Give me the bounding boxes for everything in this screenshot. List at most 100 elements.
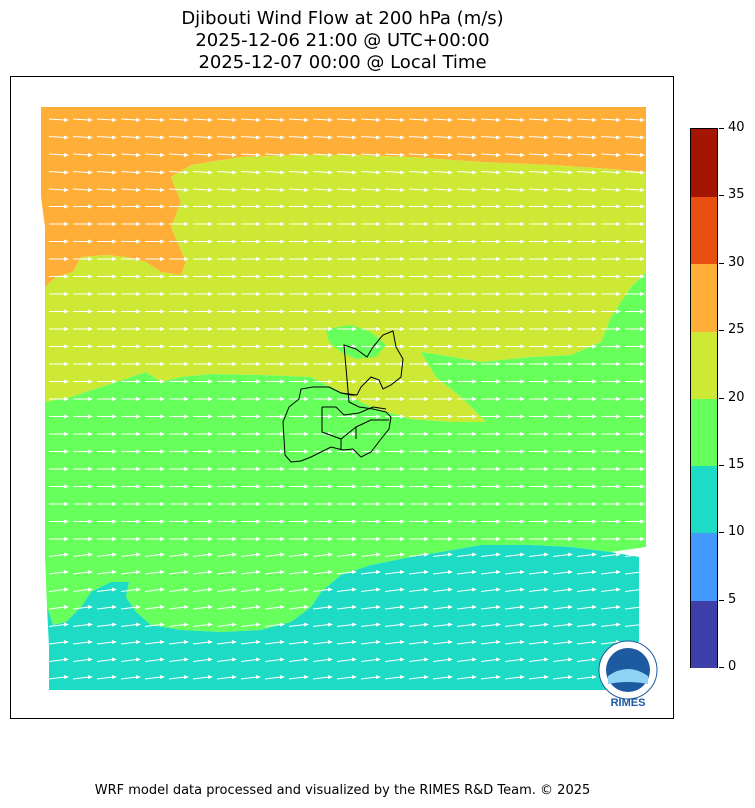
colorbar-segment-25-30 — [691, 263, 717, 332]
wind-arrowhead — [328, 204, 333, 209]
colorbar-tick — [719, 532, 724, 534]
wind-arrowhead — [544, 222, 549, 226]
wind-vector — [576, 571, 594, 575]
wind-vector — [48, 606, 66, 610]
wind-arrowhead — [208, 222, 213, 226]
wind-arrowhead — [592, 153, 597, 157]
wind-vector — [360, 624, 378, 627]
wind-arrowhead — [328, 537, 333, 541]
wind-vector — [480, 659, 498, 662]
wind-arrowhead — [232, 640, 237, 644]
wind-arrowhead — [592, 118, 597, 122]
footer-credit: WRF model data processed and visualized … — [94, 783, 591, 798]
wind-arrowhead — [640, 292, 645, 296]
wind-arrowhead — [592, 414, 597, 419]
wind-arrowhead — [400, 587, 405, 592]
wind-arrowhead — [136, 204, 141, 209]
wind-arrowhead — [640, 222, 645, 226]
wind-arrowhead — [184, 222, 189, 226]
wind-arrowhead — [136, 414, 141, 419]
wind-arrowhead — [592, 484, 597, 489]
wind-vector — [456, 589, 474, 592]
wind-arrowhead — [328, 467, 333, 471]
wind-arrowhead — [520, 118, 525, 122]
wind-arrowhead — [352, 257, 357, 261]
wind-arrowhead — [448, 344, 453, 349]
wind-arrowhead — [400, 449, 405, 454]
wind-arrowhead — [520, 432, 525, 436]
wind-arrowhead — [496, 362, 501, 366]
wind-arrowhead — [544, 467, 549, 471]
wind-arrowhead — [520, 449, 525, 454]
wind-arrowhead — [208, 344, 213, 349]
wind-vector — [576, 624, 594, 627]
wind-vector — [96, 606, 114, 610]
wind-vector — [120, 554, 138, 557]
wind-vector — [360, 188, 378, 191]
wind-vector — [576, 606, 594, 610]
wind-arrowhead — [400, 309, 405, 314]
wind-arrowhead — [328, 657, 333, 662]
wind-arrowhead — [568, 467, 573, 471]
wind-arrowhead — [568, 170, 573, 175]
wind-arrowhead — [592, 327, 597, 331]
wind-vector — [432, 571, 450, 575]
wind-arrowhead — [400, 537, 405, 541]
wind-zone-25-30 — [41, 107, 646, 287]
wind-vector — [312, 589, 330, 592]
wind-vector — [312, 554, 330, 557]
wind-arrowhead — [88, 170, 93, 175]
wind-arrowhead — [520, 239, 525, 244]
colorbar-tick — [719, 195, 724, 197]
colorbar-tick-label: 5 — [728, 591, 737, 607]
wind-arrowhead — [568, 327, 573, 331]
wind-arrowhead — [616, 570, 621, 574]
wind-arrowhead — [448, 657, 453, 662]
wind-arrowhead — [160, 274, 165, 279]
wind-vector — [504, 153, 522, 156]
wind-arrowhead — [640, 170, 645, 175]
wind-arrowhead — [352, 605, 357, 609]
wind-arrowhead — [280, 257, 285, 261]
wind-arrowhead — [184, 640, 189, 644]
wind-arrowhead — [328, 327, 333, 331]
wind-vector — [264, 171, 282, 173]
wind-arrowhead — [208, 605, 213, 609]
wind-arrowhead — [640, 188, 645, 192]
wind-arrowhead — [136, 274, 141, 279]
wind-arrowhead — [448, 379, 453, 384]
wind-arrowhead — [112, 188, 117, 192]
wind-arrowhead — [64, 675, 69, 679]
wind-arrowhead — [520, 135, 525, 140]
wind-vector — [96, 571, 114, 575]
wind-arrowhead — [184, 239, 189, 244]
wind-vector — [600, 624, 618, 627]
wind-vector — [264, 589, 282, 592]
wind-arrowhead — [256, 449, 261, 454]
wind-vector — [48, 589, 66, 592]
wind-arrowhead — [160, 153, 165, 157]
wind-arrowhead — [88, 292, 93, 296]
wind-arrowhead — [160, 414, 165, 419]
wind-vector — [600, 606, 618, 610]
wind-vector — [528, 589, 546, 592]
wind-vector — [528, 188, 546, 191]
wind-vector — [552, 641, 570, 645]
wind-arrowhead — [568, 657, 573, 662]
wind-arrowhead — [136, 570, 141, 574]
wind-vector — [552, 659, 570, 662]
wind-arrowhead — [376, 502, 381, 506]
wind-vector — [528, 571, 546, 575]
wind-arrowhead — [232, 309, 237, 314]
wind-vector — [72, 136, 90, 138]
wind-arrowhead — [448, 222, 453, 226]
wind-arrowhead — [88, 570, 93, 574]
wind-arrowhead — [448, 188, 453, 192]
wind-arrowhead — [376, 449, 381, 454]
wind-vector — [336, 136, 354, 138]
wind-vector — [408, 624, 426, 627]
colorbar-tick — [719, 397, 724, 399]
wind-arrowhead — [592, 362, 597, 366]
wind-vector — [168, 118, 186, 121]
wind-arrowhead — [256, 153, 261, 157]
